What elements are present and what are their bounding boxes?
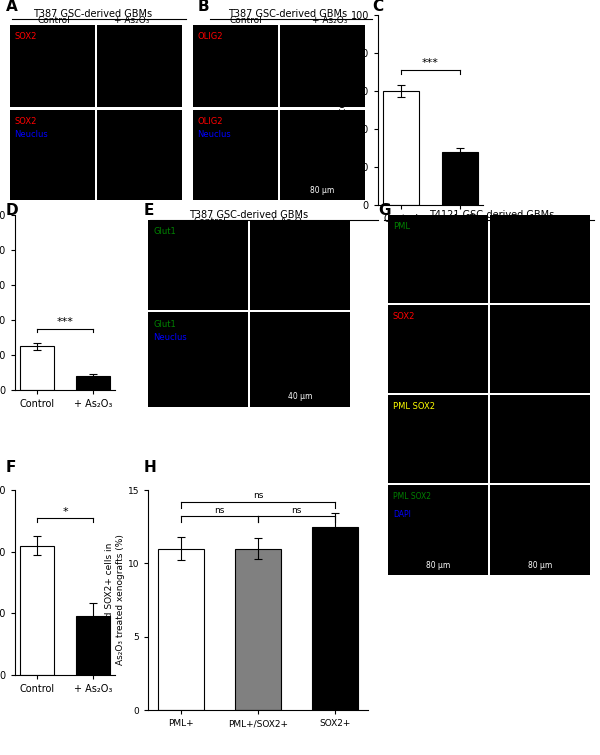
Text: OLIG2: OLIG2 xyxy=(197,32,223,41)
Text: 40 μm: 40 μm xyxy=(288,393,312,402)
Text: PML: PML xyxy=(393,222,410,231)
Text: T387 GSC-derived GBMs: T387 GSC-derived GBMs xyxy=(190,210,308,220)
Text: B: B xyxy=(198,0,209,14)
Text: Glut1: Glut1 xyxy=(153,227,176,236)
Text: Glut1: Glut1 xyxy=(153,319,176,328)
Y-axis label: SOX2+ cells (%): SOX2+ cells (%) xyxy=(338,70,348,149)
Text: Neuclus: Neuclus xyxy=(14,130,48,139)
Bar xyxy=(20,546,53,675)
Text: Control: Control xyxy=(38,16,70,25)
Text: A: A xyxy=(6,0,18,14)
Text: ns: ns xyxy=(291,506,302,515)
Text: SOX2: SOX2 xyxy=(393,312,415,321)
Text: C: C xyxy=(372,0,383,14)
Bar xyxy=(76,376,110,390)
Bar xyxy=(235,549,281,710)
Text: Neuclus: Neuclus xyxy=(197,130,231,139)
Text: + As₂O₃: + As₂O₃ xyxy=(523,217,557,226)
Text: D: D xyxy=(6,203,19,218)
Text: OLIG2: OLIG2 xyxy=(197,117,223,126)
Text: ***: *** xyxy=(422,58,439,68)
Bar xyxy=(383,91,419,205)
Text: ***: *** xyxy=(56,317,73,327)
Text: Neuclus: Neuclus xyxy=(153,333,187,342)
Bar xyxy=(442,152,478,205)
Text: E: E xyxy=(144,203,154,218)
Text: *: * xyxy=(62,507,68,516)
Text: + As₂O₃: + As₂O₃ xyxy=(313,16,347,25)
Text: T387 GSC-derived GBMs: T387 GSC-derived GBMs xyxy=(34,8,152,19)
Text: PML SOX2: PML SOX2 xyxy=(393,402,435,411)
Text: 80 μm: 80 μm xyxy=(528,561,552,570)
Text: + As₂O₃: + As₂O₃ xyxy=(115,16,149,25)
Text: H: H xyxy=(144,460,157,475)
Bar xyxy=(158,549,204,710)
Text: ns: ns xyxy=(214,506,225,515)
Text: Control: Control xyxy=(194,217,226,226)
Y-axis label: PML+ and SOX2+ cells in
As₂O₃ treated xenografts (%): PML+ and SOX2+ cells in As₂O₃ treated xe… xyxy=(105,535,125,665)
Bar xyxy=(20,347,53,390)
Text: G: G xyxy=(378,203,391,218)
Text: PML SOX2: PML SOX2 xyxy=(393,492,431,501)
Text: Control: Control xyxy=(230,16,262,25)
Text: T4121 GSC-derived GBMs: T4121 GSC-derived GBMs xyxy=(430,210,554,220)
Bar xyxy=(312,527,358,710)
Text: Control: Control xyxy=(440,217,472,226)
Text: + As₂O₃: + As₂O₃ xyxy=(271,217,305,226)
Bar xyxy=(76,616,110,675)
Text: T387 GSC-derived GBMs: T387 GSC-derived GBMs xyxy=(229,8,347,19)
Text: DAPI: DAPI xyxy=(393,510,411,519)
Text: ns: ns xyxy=(253,492,263,501)
Text: 80 μm: 80 μm xyxy=(426,561,450,570)
Text: F: F xyxy=(6,460,16,475)
Text: SOX2: SOX2 xyxy=(14,32,37,41)
Text: 80 μm: 80 μm xyxy=(310,186,335,195)
Text: SOX2: SOX2 xyxy=(14,117,37,126)
